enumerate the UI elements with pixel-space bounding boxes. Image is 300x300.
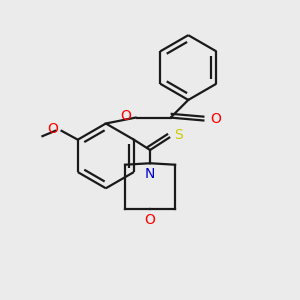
Text: N: N	[145, 167, 155, 181]
Text: O: O	[210, 112, 220, 126]
Text: O: O	[121, 109, 131, 123]
Text: S: S	[174, 128, 182, 142]
Text: O: O	[47, 122, 58, 136]
Text: O: O	[145, 213, 155, 227]
